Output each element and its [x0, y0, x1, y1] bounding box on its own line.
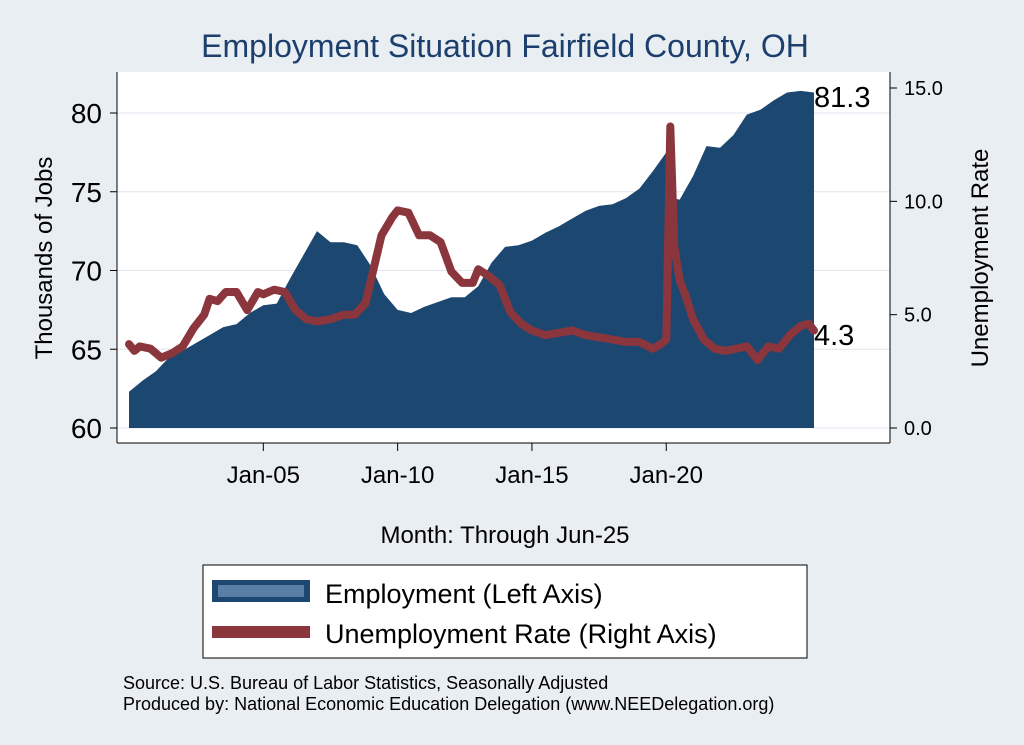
- unemployment-line: [125, 122, 818, 364]
- y-right-tick-label-0: 0.0: [904, 418, 932, 440]
- produced-by-note: Produced by: National Economic Education…: [123, 694, 774, 714]
- y-left-tick-label-4: 80: [71, 98, 102, 129]
- source-note: Source: U.S. Bureau of Labor Statistics,…: [123, 673, 608, 693]
- end-label-employment: 81.3: [814, 82, 870, 114]
- y-right-axis-label: Unemployment Rate: [967, 149, 994, 368]
- y-right-tick-label-3: 15.0: [904, 78, 943, 100]
- legend-unemployment-label: Unemployment Rate (Right Axis): [325, 619, 717, 649]
- y-left-tick-label-2: 70: [71, 256, 102, 287]
- y-left-tick-label-3: 75: [71, 177, 102, 208]
- y-left-tick-label-0: 60: [71, 413, 102, 444]
- chart-title: Employment Situation Fairfield County, O…: [201, 28, 809, 64]
- x-tick-label-0: Jan-05: [227, 462, 300, 489]
- x-axis-label: Month: Through Jun-25: [380, 522, 629, 549]
- y-left-axis-label: Thousands of Jobs: [31, 157, 58, 360]
- legend-employment-label: Employment (Left Axis): [325, 579, 603, 609]
- x-tick-label-1: Jan-10: [361, 462, 434, 489]
- x-tick-label-2: Jan-15: [495, 462, 568, 489]
- y-left-tick-label-1: 65: [71, 334, 102, 365]
- y-right-tick-label-2: 10.0: [904, 191, 943, 213]
- unemployment-line-layer: [125, 122, 818, 364]
- y-left-ticks: 60 65 70 75 80: [71, 98, 117, 444]
- x-tick-label-3: Jan-20: [630, 462, 703, 489]
- legend: Employment (Left Axis) Unemployment Rate…: [202, 564, 808, 659]
- y-right-tick-label-1: 5.0: [904, 305, 932, 327]
- legend-unemployment-swatch: [212, 626, 310, 638]
- legend-employment-swatch-inner: [218, 585, 304, 597]
- y-right-ticks: 0.0 5.0 10.0 15.0: [890, 78, 943, 440]
- end-label-unemployment: 4.3: [814, 320, 854, 352]
- x-ticks: Jan-05 Jan-10 Jan-15 Jan-20: [227, 443, 703, 489]
